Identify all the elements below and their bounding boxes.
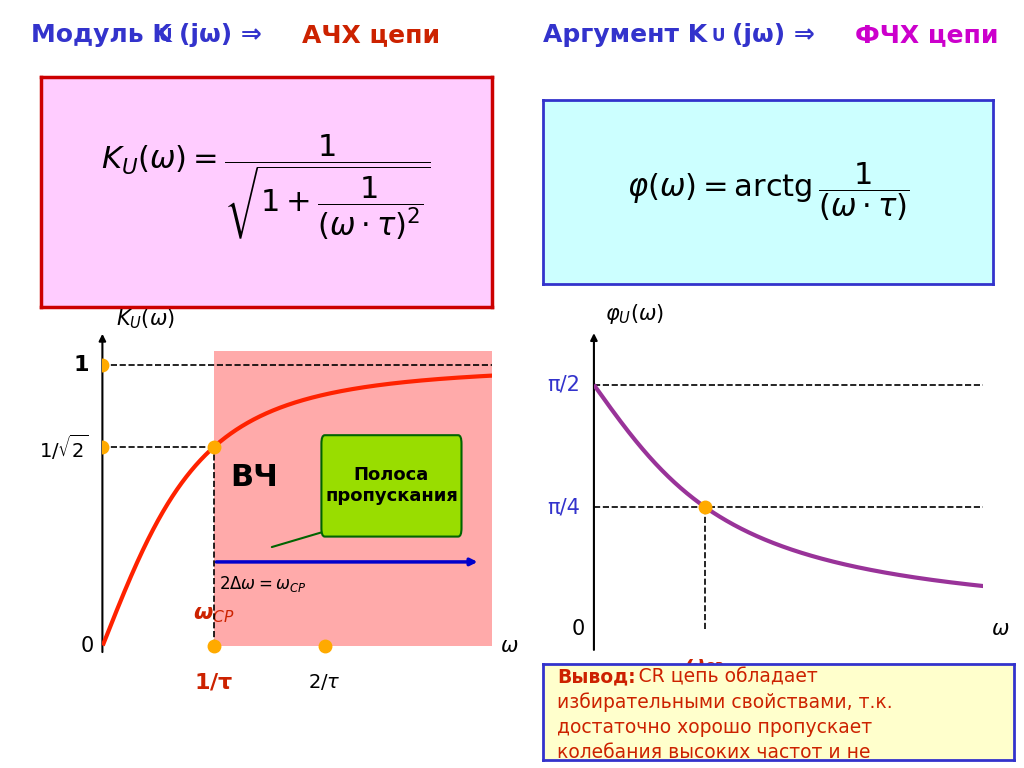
Text: $\mathbf{1/\tau}$: $\mathbf{1/\tau}$ bbox=[194, 672, 233, 693]
Text: Вывод:: Вывод: bbox=[557, 667, 636, 686]
Text: Модуль K: Модуль K bbox=[31, 23, 171, 47]
Text: $\varphi(\omega) = \mathrm{arctg}\,\dfrac{1}{(\omega \cdot \tau)}$: $\varphi(\omega) = \mathrm{arctg}\,\dfra… bbox=[627, 161, 909, 223]
Text: (jω) ⇒: (jω) ⇒ bbox=[179, 23, 270, 47]
Text: Полоса
пропускания: Полоса пропускания bbox=[325, 466, 458, 505]
Text: 0: 0 bbox=[571, 619, 585, 639]
Text: U: U bbox=[159, 27, 172, 45]
Text: π/4: π/4 bbox=[548, 497, 581, 517]
Text: U: U bbox=[712, 27, 725, 45]
Text: АЧХ цепи: АЧХ цепи bbox=[302, 23, 440, 47]
Text: $\varphi_U(\omega)$: $\varphi_U(\omega)$ bbox=[605, 302, 665, 326]
Bar bbox=[214, 351, 492, 647]
Text: 1: 1 bbox=[74, 355, 89, 375]
Text: $2\Delta\omega=\omega_{CP}$: $2\Delta\omega=\omega_{CP}$ bbox=[219, 574, 306, 594]
Text: $2/\tau$: $2/\tau$ bbox=[308, 672, 341, 692]
Text: ω: ω bbox=[501, 637, 518, 657]
Text: $\boldsymbol{\omega}_{CP}$: $\boldsymbol{\omega}_{CP}$ bbox=[193, 605, 234, 625]
Text: $\boldsymbol{\omega}_{CP}$: $\boldsymbol{\omega}_{CP}$ bbox=[685, 657, 725, 677]
Text: 0: 0 bbox=[80, 637, 93, 657]
Text: ФЧХ цепи: ФЧХ цепи bbox=[855, 23, 998, 47]
Text: ω: ω bbox=[992, 619, 1010, 639]
Text: $\mathbf{1/\tau}$: $\mathbf{1/\tau}$ bbox=[688, 679, 722, 699]
FancyBboxPatch shape bbox=[322, 435, 462, 537]
Text: Вывод:  CR цепь обладает
избирательными свойствами, т.к.
достаточно хорошо пропу: Вывод: CR цепь обладает избирательными с… bbox=[557, 667, 893, 768]
Text: $K_U(\omega) = \dfrac{1}{\sqrt{1+\dfrac{1}{(\omega \cdot \tau)^2}}}$: $K_U(\omega) = \dfrac{1}{\sqrt{1+\dfrac{… bbox=[101, 133, 431, 242]
Text: (jω) ⇒: (jω) ⇒ bbox=[732, 23, 823, 47]
Text: π/2: π/2 bbox=[548, 375, 581, 395]
Text: $1/\sqrt{2}$: $1/\sqrt{2}$ bbox=[39, 432, 89, 462]
Text: Аргумент K: Аргумент K bbox=[543, 23, 707, 47]
Text: ВЧ: ВЧ bbox=[230, 463, 278, 492]
Text: $K_U(\omega)$: $K_U(\omega)$ bbox=[116, 307, 175, 331]
